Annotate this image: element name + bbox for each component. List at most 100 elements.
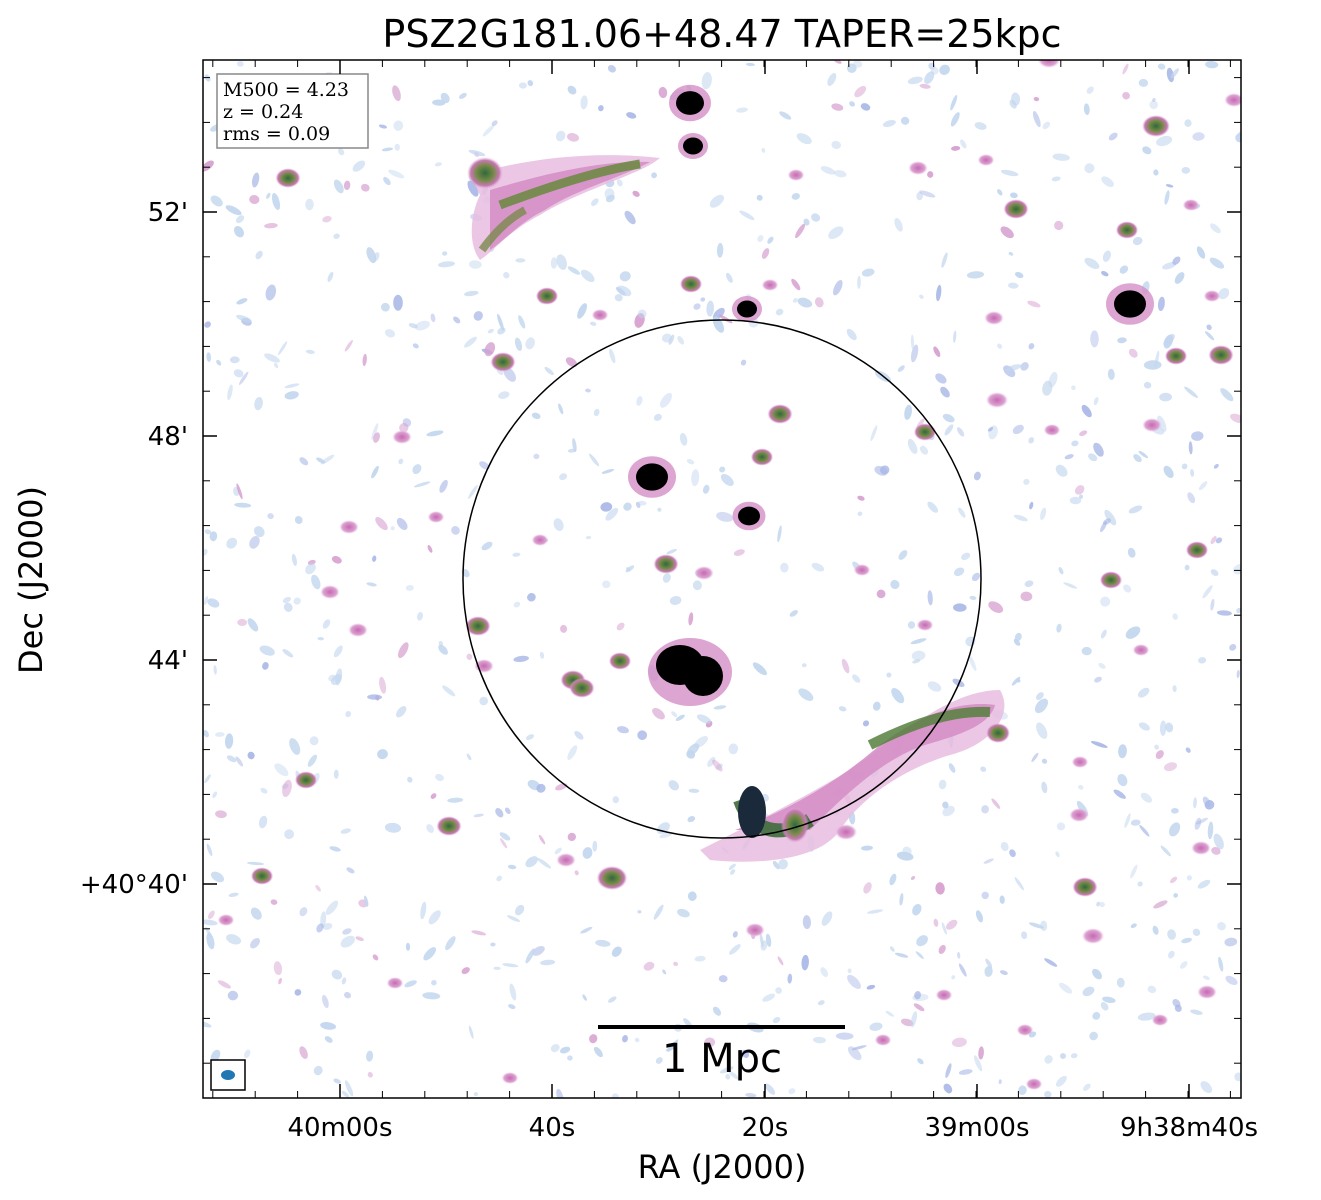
noise-speck [209, 531, 218, 542]
noise-speck [945, 1063, 952, 1078]
noise-speck [1202, 975, 1210, 980]
noise-speck [1130, 864, 1138, 879]
noise-speck [1090, 741, 1108, 748]
noise-speck [423, 947, 437, 961]
noise-speck [582, 847, 593, 859]
noise-speck [1209, 257, 1225, 269]
noise-speck [398, 642, 409, 659]
noise-speck [574, 870, 579, 876]
noise-speck [539, 651, 545, 659]
noise-speck [1117, 337, 1127, 344]
noise-speck [305, 349, 315, 355]
noise-speck [284, 391, 299, 400]
noise-speck [294, 516, 303, 524]
noise-speck [317, 636, 324, 641]
noise-speck [833, 280, 843, 296]
noise-speck [473, 1092, 478, 1097]
noise-speck [1163, 334, 1174, 349]
noise-speck [1190, 469, 1195, 477]
noise-speck [897, 365, 905, 372]
noise-speck [980, 766, 987, 772]
noise-speck [498, 391, 510, 399]
noise-speck [813, 1036, 826, 1044]
noise-speck [1154, 744, 1159, 750]
noise-speck [1117, 774, 1128, 787]
y-tick-label: 48' [148, 422, 188, 452]
noise-speck [657, 507, 662, 512]
source-blob [694, 566, 714, 580]
noise-speck [1159, 720, 1167, 736]
noise-speck [1069, 496, 1082, 505]
r500-circle [462, 319, 982, 839]
noise-speck [502, 963, 519, 968]
noise-speck [671, 711, 678, 717]
noise-speck [278, 341, 288, 356]
source-blob [1099, 571, 1123, 589]
noise-speck [752, 662, 767, 676]
noise-speck [772, 1017, 781, 1024]
noise-speck [687, 891, 697, 901]
noise-speck [267, 513, 274, 520]
noise-speck [890, 579, 900, 590]
noise-speck [335, 668, 343, 686]
noise-speck [325, 900, 339, 916]
noise-speck [693, 303, 701, 310]
noise-speck [817, 1000, 825, 1006]
noise-speck [1207, 821, 1214, 840]
noise-speck [566, 132, 580, 142]
noise-speck [340, 828, 351, 834]
noise-speck [1059, 982, 1073, 994]
noise-speck [1224, 937, 1238, 947]
noise-speck [234, 502, 252, 508]
noise-speck [803, 218, 810, 226]
noise-speck [567, 1055, 573, 1061]
noise-speck [1021, 931, 1028, 940]
noise-speck [1236, 669, 1240, 679]
noise-speck [426, 430, 444, 437]
noise-speck [228, 892, 239, 897]
source-blob [1203, 290, 1221, 302]
noise-speck [1122, 91, 1130, 100]
beam-ellipse [221, 1070, 235, 1080]
noise-speck [215, 810, 227, 819]
noise-speck [431, 979, 437, 986]
noise-speck [904, 404, 912, 420]
noise-speck [315, 884, 321, 892]
noise-speck [1122, 63, 1129, 75]
noise-speck [1032, 111, 1041, 128]
noise-speck [320, 454, 335, 465]
noise-speck [453, 316, 461, 324]
noise-speck [1213, 833, 1224, 850]
noise-speck [565, 357, 578, 368]
noise-speck [939, 64, 950, 75]
noise-speck [1051, 176, 1061, 182]
noise-speck [260, 787, 268, 794]
noise-speck [1100, 521, 1107, 533]
noise-speck [968, 654, 977, 671]
noise-speck [467, 180, 479, 197]
noise-speck [1210, 598, 1215, 611]
noise-speck [580, 926, 593, 934]
noise-speck [1104, 509, 1117, 526]
noise-speck [1000, 842, 1009, 851]
noise-speck [554, 847, 562, 855]
noise-speck [1157, 63, 1166, 70]
noise-speck [961, 552, 971, 561]
noise-speck [1205, 60, 1219, 69]
noise-speck [981, 805, 990, 814]
noise-speck [367, 1071, 373, 1078]
x-tick-label: 20s [742, 1113, 789, 1143]
noise-speck [514, 904, 525, 916]
noise-speck [595, 939, 611, 947]
noise-speck [305, 563, 316, 575]
noise-speck [730, 869, 736, 875]
source-blob [436, 816, 462, 836]
noise-speck [1008, 282, 1019, 289]
noise-speck [974, 122, 987, 130]
noise-speck [420, 901, 427, 920]
source-blob [1025, 1078, 1043, 1090]
source-blob [531, 534, 549, 546]
noise-speck [247, 751, 255, 760]
noise-speck [820, 967, 829, 978]
